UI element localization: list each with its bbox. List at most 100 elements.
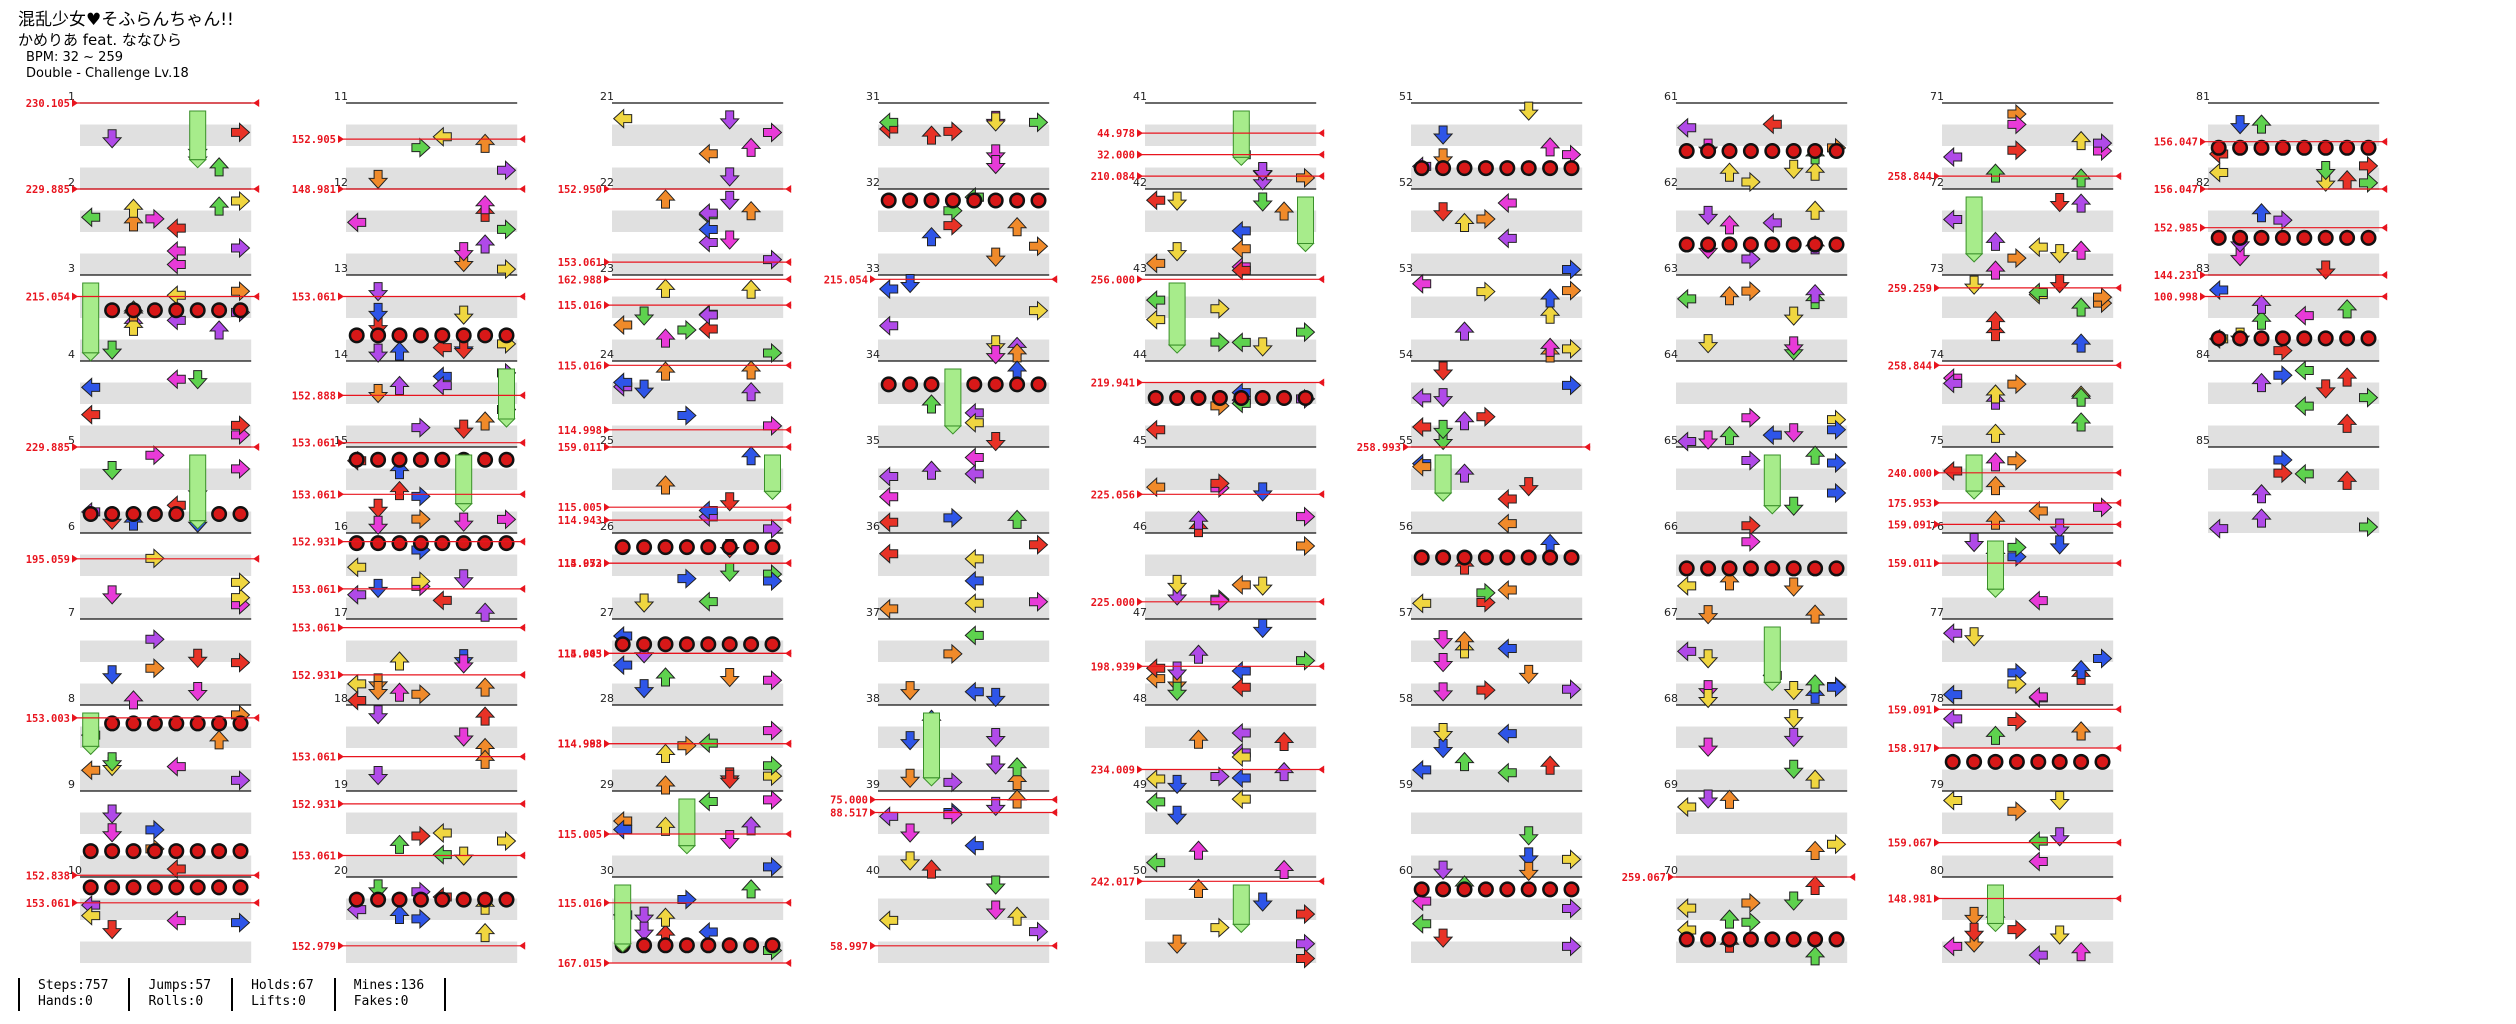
note-arrow-icon xyxy=(943,643,963,664)
mine-core-icon xyxy=(2097,756,2108,768)
bpm-label: 152.931 xyxy=(292,537,336,549)
bpm-change: 210.084 xyxy=(1091,171,1325,183)
note-arrow-icon xyxy=(80,404,101,425)
measure-number: 41 xyxy=(1133,90,1147,103)
note-arrow-icon xyxy=(2294,396,2314,417)
note-arrow-icon xyxy=(719,190,740,211)
note-arrow-icon xyxy=(1827,419,1847,440)
note-arrow-icon xyxy=(1518,664,1539,685)
measure-number: 47 xyxy=(1133,606,1147,619)
measure-shade xyxy=(346,683,518,705)
mine-core-icon xyxy=(2320,142,2332,154)
note-arrow-icon xyxy=(2208,279,2229,301)
note-arrow-icon xyxy=(1231,789,1251,810)
note-arrow-icon xyxy=(985,112,1006,132)
bpm-marker-left-icon xyxy=(604,443,610,451)
mine-core-icon xyxy=(2256,232,2267,244)
note-arrow-icon xyxy=(655,189,676,209)
mine-core-icon xyxy=(415,454,427,466)
bpm-marker-right-icon xyxy=(2115,468,2122,477)
measure-shade xyxy=(612,511,784,533)
mine-core-icon xyxy=(1544,162,1556,174)
bpm-change: 156.047 xyxy=(2154,137,2388,149)
note-arrow-icon xyxy=(1210,590,1230,611)
bpm-marker-left-icon xyxy=(604,361,610,370)
note-arrow-icon xyxy=(1804,200,1826,220)
note-arrow-icon xyxy=(1476,406,1496,427)
measure-shade xyxy=(80,425,252,447)
bpm-label: 215.054 xyxy=(26,292,70,304)
measure-shade xyxy=(612,683,784,705)
mine-core-icon xyxy=(213,717,225,729)
measure-shade xyxy=(1145,683,1317,705)
mine-core-icon xyxy=(1416,883,1428,895)
bpm-change: 115.016 xyxy=(558,300,792,312)
measure-shade xyxy=(1411,468,1583,490)
bpm-marker-right-icon xyxy=(785,443,792,451)
measure-shade xyxy=(612,210,784,232)
note-arrow-icon xyxy=(1719,909,1740,929)
measure-shade xyxy=(612,296,784,318)
bpm-label: 229.885 xyxy=(26,184,70,196)
note-arrow-icon xyxy=(1029,591,1049,612)
note-arrow-icon xyxy=(655,816,676,836)
measure-shade xyxy=(1676,511,1848,533)
note-arrow-icon xyxy=(719,830,740,850)
mine-core-icon xyxy=(767,638,778,650)
mine-core-icon xyxy=(501,329,512,341)
measure-40: 40 xyxy=(866,864,1050,963)
hold-body xyxy=(82,282,100,354)
bpm-marker-left-icon xyxy=(1137,150,1143,159)
note-arrow-icon xyxy=(2208,162,2229,183)
hold-body xyxy=(455,454,473,505)
hold-body xyxy=(1232,884,1250,925)
measure-number: 11 xyxy=(334,90,348,103)
measure-shade xyxy=(1676,167,1848,189)
measure-shade xyxy=(346,554,518,576)
note-arrow-icon xyxy=(612,372,633,393)
note-arrow-icon xyxy=(1783,423,1804,443)
measure-number: 45 xyxy=(1133,434,1147,447)
bpm-label: 210.084 xyxy=(1091,171,1135,183)
bpm-change: 153.061 xyxy=(292,292,526,304)
bpm-marker-right-icon xyxy=(519,799,526,808)
note-arrow-icon xyxy=(740,381,762,402)
measure-shade xyxy=(1411,124,1583,146)
note-arrow-icon xyxy=(1231,677,1251,698)
bpm-marker-left-icon xyxy=(1934,744,1940,752)
mine-core-icon xyxy=(2213,232,2225,244)
note-arrow-icon xyxy=(1942,209,1963,230)
mine-core-icon xyxy=(149,304,161,316)
note-arrow-icon xyxy=(1296,322,1316,343)
note-arrow-icon xyxy=(2294,305,2314,326)
bpm-change: 240.000 xyxy=(1888,468,2122,480)
measure-shade xyxy=(1676,597,1848,619)
note-arrow-icon xyxy=(1697,430,1719,450)
mine-core-icon xyxy=(1724,562,1735,574)
measure-number: 77 xyxy=(1930,606,1944,619)
measure-5: 5 xyxy=(68,434,252,533)
measure-shade xyxy=(346,597,518,619)
note-arrow-icon xyxy=(1210,917,1230,938)
note-arrow-icon xyxy=(1963,627,1985,647)
note-arrow-icon xyxy=(1783,891,1804,911)
note-arrow-icon xyxy=(1963,532,1985,553)
bpm-label: 152.931 xyxy=(292,670,336,682)
mine-core-icon xyxy=(638,939,650,951)
note-arrow-icon xyxy=(2070,387,2092,407)
mine-core-icon xyxy=(990,378,1002,390)
measure-shade xyxy=(1676,683,1848,705)
bpm-marker-right-icon xyxy=(2115,283,2122,292)
bpm-marker-right-icon xyxy=(2115,559,2122,568)
bpm-marker-right-icon xyxy=(519,391,526,400)
note-arrow-icon xyxy=(1252,337,1273,357)
measure-2: 2 xyxy=(68,176,252,275)
measure-number: 22 xyxy=(600,176,614,189)
measure-20: 20 xyxy=(334,864,518,963)
measure-18: 18 xyxy=(334,692,518,791)
note-arrow-icon xyxy=(2251,294,2272,314)
bpm-marker-left-icon xyxy=(604,185,610,193)
note-arrow-icon xyxy=(2093,497,2113,518)
bpm-marker-left-icon xyxy=(338,537,344,546)
bpm-marker-right-icon xyxy=(785,425,792,434)
